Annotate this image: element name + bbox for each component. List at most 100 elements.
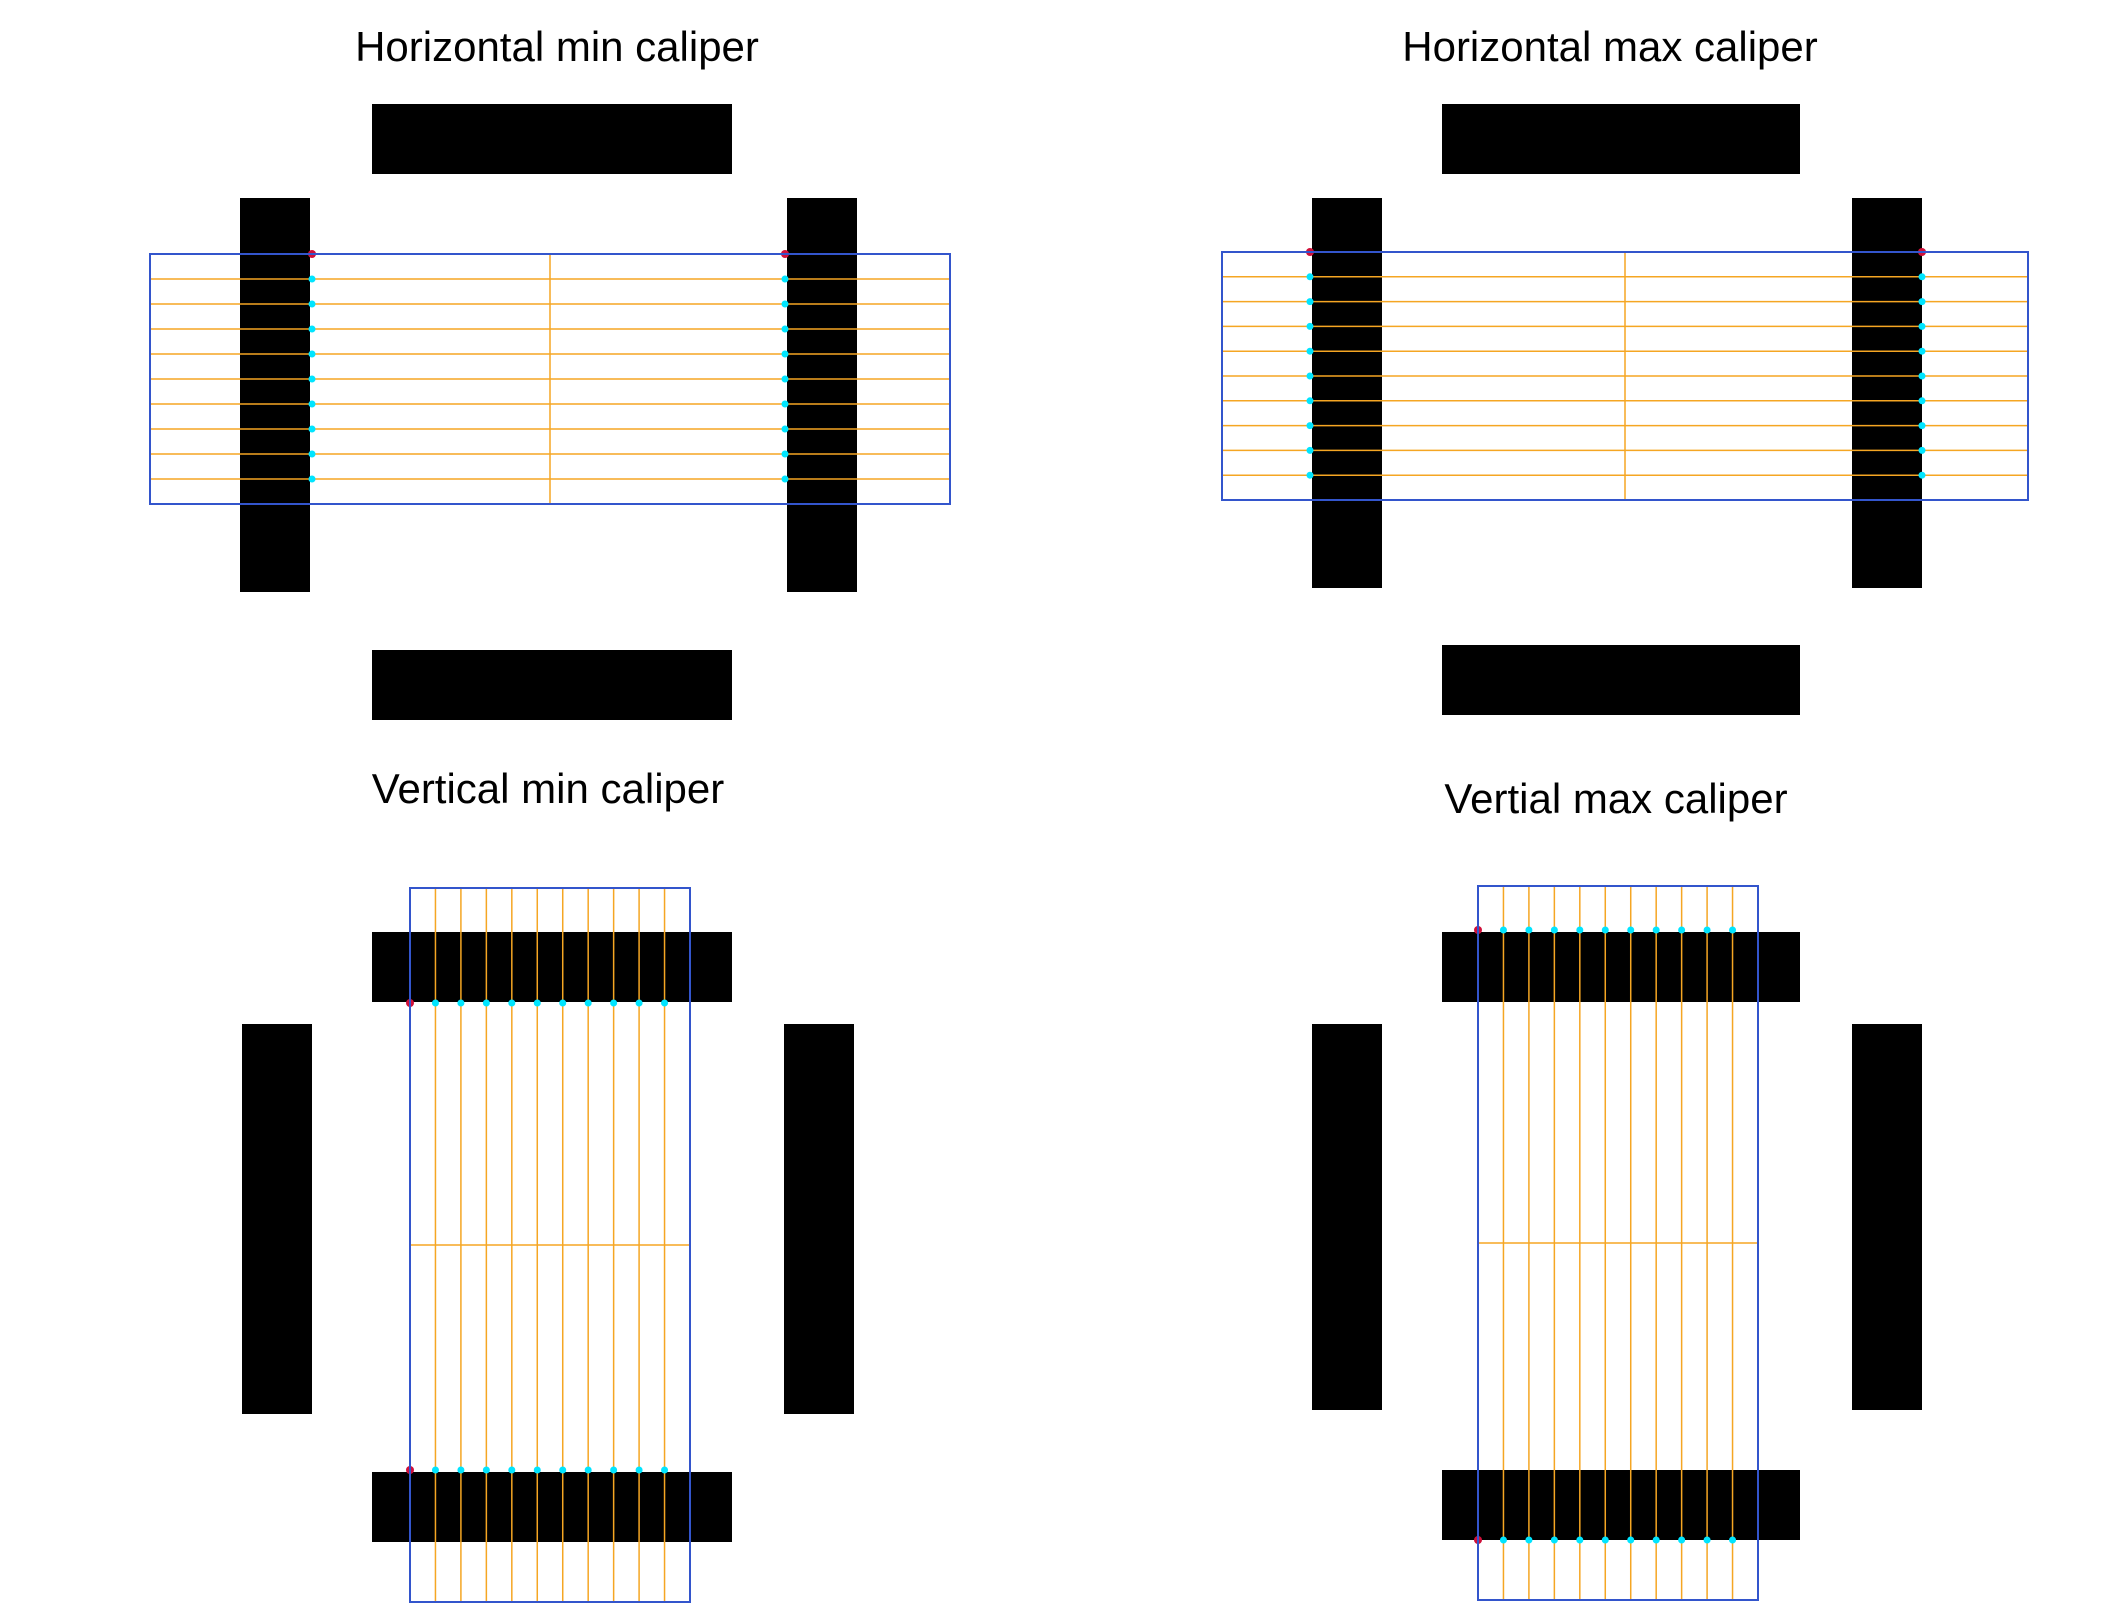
horizontal-max-edge-point-left [1306,347,1314,355]
horizontal-min-edge-point-left [308,450,316,458]
vertical-min-edge-point-bottom [661,1466,669,1474]
vertical-min-edge-point-top [508,999,516,1007]
vertical-min-edge-point-top [584,999,592,1007]
panel-title-vertical-min: Vertical min caliper [371,765,725,812]
vertical-max-edge-point-bottom [1576,1536,1584,1544]
horizontal-max-bar-1 [1442,104,1800,174]
vertical-max-edge-point-top [1627,926,1635,934]
vertical-max-bar-4 [1852,1024,1922,1410]
horizontal-min-edge-point-right [781,425,789,433]
horizontal-max-edge-point-left [1306,372,1314,380]
horizontal-min-edge-point-right [781,350,789,358]
vertical-min-edge-point-bottom [457,1466,465,1474]
vertical-min-edge-point-bottom [610,1466,618,1474]
horizontal-min-edge-point-right [781,375,789,383]
vertical-min-bar-4 [784,1024,854,1414]
vertical-min-bar-1 [372,932,732,1002]
horizontal-min-edge-point-left [308,475,316,483]
horizontal-min-bar-1 [372,104,732,174]
vertical-min-edge-point-bottom [559,1466,567,1474]
horizontal-min-edge-point-right [781,325,789,333]
horizontal-max-edge-point-right [1918,298,1926,306]
horizontal-min-edge-point-right [781,300,789,308]
horizontal-max-edge-point-right [1918,446,1926,454]
vertical-max-edge-point-top [1601,926,1609,934]
vertical-max-edge-point-top [1652,926,1660,934]
vertical-min-edge-point-bottom [533,1466,541,1474]
vertical-min-edge-point-top [661,999,669,1007]
horizontal-min-bar-2 [372,650,732,720]
horizontal-max-edge-point-right [1918,372,1926,380]
vertical-min-edge-point-top [635,999,643,1007]
vertical-min-edge-point-top [431,999,439,1007]
vertical-max-edge-point-top [1499,926,1507,934]
horizontal-min-roi-box [149,253,951,505]
vertical-max-edge-point-top [1729,926,1737,934]
horizontal-max-edge-point-left [1306,446,1314,454]
vertical-max-edge-point-top [1678,926,1686,934]
vertical-max-bar-2 [1442,1470,1800,1540]
horizontal-min-bar-4 [787,198,857,592]
horizontal-max-edge-point-right [1918,322,1926,330]
vertical-max-edge-point-top [1703,926,1711,934]
horizontal-max-bar-2 [1442,645,1800,715]
horizontal-min-edge-point-right [781,400,789,408]
horizontal-max-edge-point-right [1918,397,1926,405]
panel-title-horizontal-max: Horizontal max caliper [1402,23,1818,70]
horizontal-min-edge-point-left [308,325,316,333]
horizontal-max-edge-point-left [1306,273,1314,281]
vertical-max-edge-point-bottom [1550,1536,1558,1544]
horizontal-max-edge-point-left [1306,422,1314,430]
panel-title-horizontal-min: Horizontal min caliper [355,23,759,70]
vertical-min-bar-3 [242,1024,312,1414]
horizontal-min-bar-3 [240,198,310,592]
horizontal-max-bar-3 [1312,198,1382,588]
vertical-min-edge-point-bottom [584,1466,592,1474]
vertical-max-edge-point-bottom [1703,1536,1711,1544]
vertical-max-edge-point-bottom [1601,1536,1609,1544]
vertical-max-edge-point-bottom [1678,1536,1686,1544]
vertical-max-edge-point-bottom [1652,1536,1660,1544]
horizontal-max-edge-point-right [1918,471,1926,479]
vertical-max-edge-point-bottom [1499,1536,1507,1544]
horizontal-max-edge-point-left [1306,322,1314,330]
vertical-max-edge-point-bottom [1627,1536,1635,1544]
vertical-min-edge-point-top [482,999,490,1007]
horizontal-min-edge-point-left [308,300,316,308]
vertical-max-edge-point-bottom [1729,1536,1737,1544]
vertical-max-bar-1 [1442,932,1800,1002]
vertical-max-edge-point-top [1576,926,1584,934]
vertical-max-bar-3 [1312,1024,1382,1410]
vertical-max-edge-point-top [1550,926,1558,934]
vertical-min-edge-point-bottom [508,1466,516,1474]
vertical-min-edge-point-top [610,999,618,1007]
horizontal-min-edge-point-left [308,350,316,358]
vertical-min-edge-point-bottom [635,1466,643,1474]
horizontal-max-edge-point-left [1306,397,1314,405]
vertical-max-edge-point-bottom [1525,1536,1533,1544]
horizontal-max-edge-point-left [1306,471,1314,479]
vertical-min-roi-box [409,887,691,1603]
horizontal-max-edge-point-right [1918,273,1926,281]
panel-title-vertical-max: Vertial max caliper [1444,775,1788,822]
horizontal-max-roi-box [1221,251,2029,501]
horizontal-min-edge-point-left [308,375,316,383]
vertical-min-edge-point-top [457,999,465,1007]
vertical-min-edge-point-bottom [482,1466,490,1474]
vertical-min-bar-2 [372,1472,732,1542]
horizontal-max-edge-point-left [1306,298,1314,306]
vertical-min-edge-point-top [533,999,541,1007]
vertical-min-edge-point-bottom [431,1466,439,1474]
horizontal-min-edge-point-left [308,275,316,283]
vertical-min-edge-point-top [559,999,567,1007]
horizontal-max-edge-point-right [1918,422,1926,430]
horizontal-max-bar-4 [1852,198,1922,588]
horizontal-min-edge-point-right [781,475,789,483]
horizontal-min-edge-point-right [781,275,789,283]
horizontal-min-edge-point-left [308,425,316,433]
horizontal-min-edge-point-left [308,400,316,408]
vertical-max-roi-box [1477,885,1759,1601]
horizontal-min-edge-point-right [781,450,789,458]
horizontal-max-edge-point-right [1918,347,1926,355]
